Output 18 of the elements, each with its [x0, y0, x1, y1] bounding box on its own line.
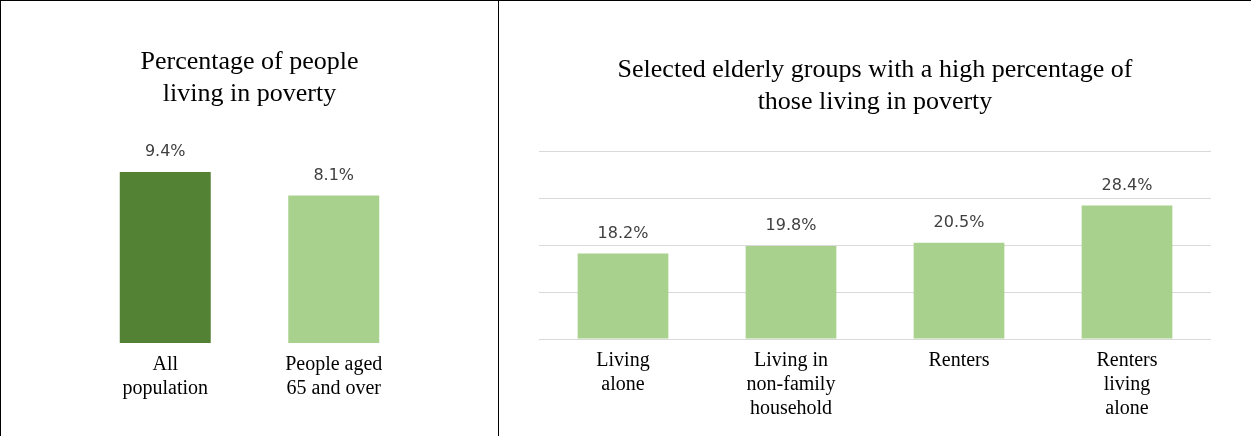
data-label: 19.8% [765, 215, 817, 235]
bar [745, 245, 837, 339]
data-label: 18.2% [597, 222, 649, 242]
chart-title: Selected elderly groups with a high percentage of those living in poverty [616, 53, 1134, 117]
data-label: 28.4% [1101, 174, 1153, 194]
data-label: 8.1% [313, 164, 355, 184]
bar [1081, 205, 1173, 339]
x-tick-label: Living alone [596, 348, 650, 395]
bar [913, 242, 1005, 339]
data-label: 9.4% [144, 141, 186, 161]
bar [577, 253, 669, 339]
data-label: 20.5% [933, 211, 985, 231]
chart-title: Percentage of people living in poverty [139, 45, 360, 109]
x-tick-label: Renters [928, 348, 990, 371]
x-tick-label: People aged 65 and over [285, 352, 383, 399]
x-tick-label: Renters living alone [1096, 348, 1158, 419]
x-tick-label: All population [122, 352, 209, 400]
x-tick-label: Living in non-family household [746, 348, 836, 419]
